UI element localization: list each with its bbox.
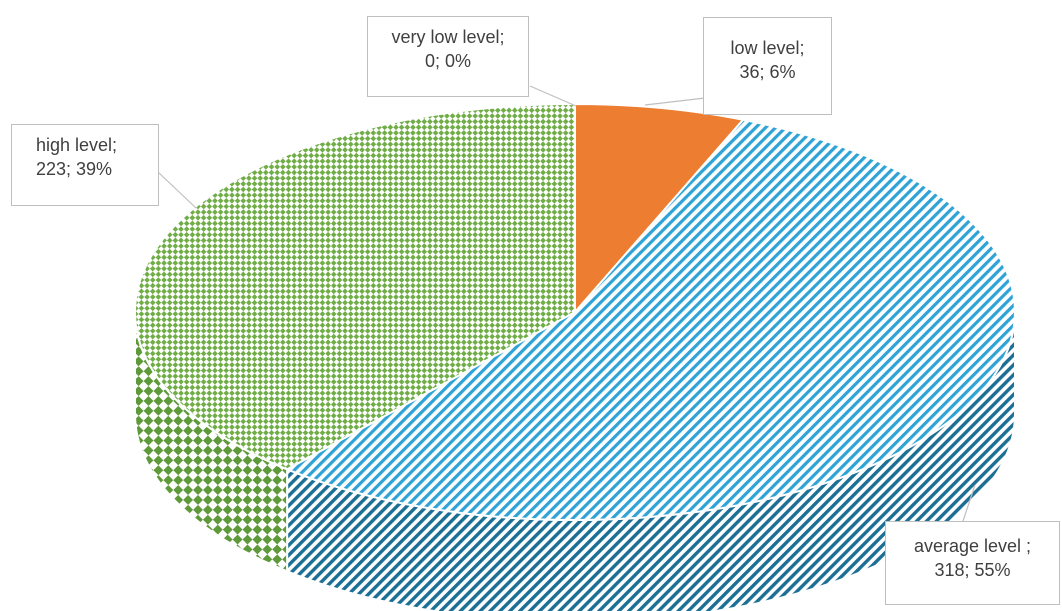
data-label-low-level-value: 36; 6%	[739, 62, 796, 82]
data-label-low-level: low level; 36; 6%	[703, 17, 832, 115]
leader-line-low-level	[644, 97, 706, 106]
leader-line-very-low-level	[529, 85, 577, 107]
data-label-very-low-level-name: very low level;	[391, 27, 505, 47]
data-label-average-level-value: 318; 55%	[934, 560, 1011, 580]
data-label-very-low-level: very low level; 0; 0%	[367, 16, 529, 97]
pie-slice-low-level	[574, 102, 745, 315]
pie-slice-high-level	[134, 102, 576, 471]
data-label-low-level-name: low level;	[730, 38, 805, 58]
leader-line-high-level	[157, 171, 197, 209]
data-label-high-level: high level; 223; 39%	[11, 124, 159, 206]
pie-slice-average-level	[284, 118, 1016, 521]
data-label-average-level-name: average level ;	[913, 536, 1032, 556]
data-label-very-low-level-value: 0; 0%	[424, 51, 472, 71]
data-label-high-level-name: high level;	[36, 135, 118, 155]
data-label-high-level-value: 223; 39%	[36, 159, 113, 179]
data-label-average-level: average level ; 318; 55%	[885, 521, 1060, 605]
